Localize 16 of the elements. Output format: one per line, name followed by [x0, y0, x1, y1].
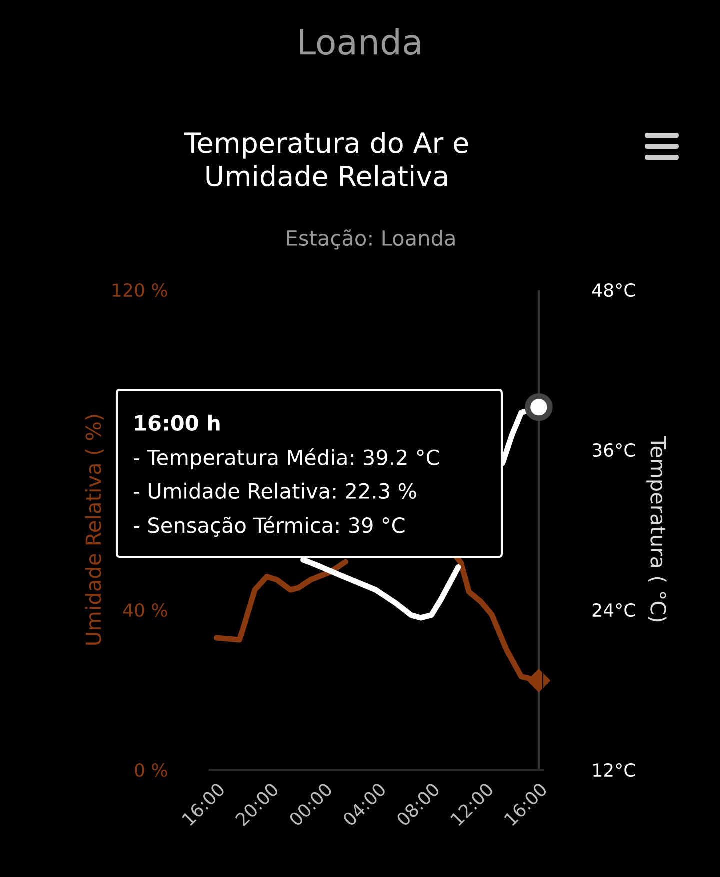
annotation: - Umidade Relativa: 22.3 % [134, 482, 416, 500]
y2-tick-label: 24°C [592, 603, 636, 618]
chart-title: Temperatura do Ar e Umidade Relativa [184, 132, 468, 187]
y2-axis-title: Temperatura ( °C) [646, 436, 667, 622]
chart-subtitle: Estação: Loanda [287, 230, 455, 250]
y-tick-label: 120 % [112, 283, 168, 298]
y-tick-label: 40 % [123, 603, 168, 618]
y-tick-label: 0 % [135, 763, 168, 778]
y2-tick-label: 48°C [592, 283, 636, 298]
annotation: 16:00 h [135, 414, 220, 432]
y2-tick-label: 12°C [594, 763, 636, 778]
text: Loanda [300, 28, 420, 56]
y2-tick-label: 36°C [592, 443, 636, 458]
annotation: - Sensação Térmica: 39 °C [134, 516, 405, 538]
y-axis-title: Umidade Relativa ( %) [85, 415, 104, 645]
annotation: - Temperatura Média: 39.2 °C [134, 448, 440, 470]
